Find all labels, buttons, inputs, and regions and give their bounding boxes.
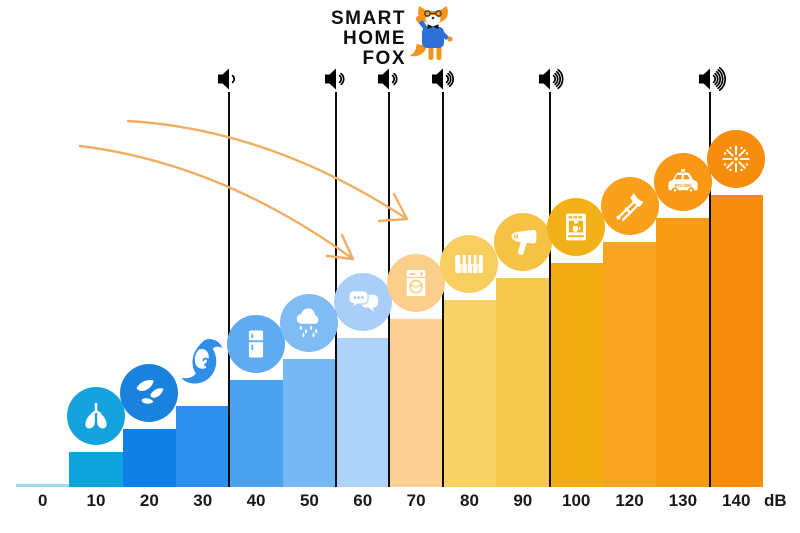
arrowhead-60db: [325, 233, 355, 261]
police-car-icon: POLIZEI: [653, 153, 712, 211]
bar-120db: [602, 242, 657, 487]
axis-unit-label: dB: [764, 491, 787, 510]
speaker-icon-2waves: [377, 66, 407, 97]
axis-tick-label: 10: [86, 491, 106, 510]
axis-tick-label: 60: [353, 491, 373, 510]
curved-arrow-to-60db: [78, 144, 355, 261]
logo-line-3: FOX: [362, 48, 406, 69]
bar-80db: [442, 300, 497, 487]
axis-tick-label: 0: [37, 491, 48, 510]
axis-tick-label: 120: [615, 491, 644, 510]
bar-10db: [69, 452, 123, 487]
bar-30db: [176, 406, 230, 487]
bar-130db: [656, 218, 710, 487]
axis-tick-label: 90: [513, 491, 533, 510]
fox-mascot-icon: [409, 5, 453, 60]
speaker-icon-4waves: [538, 66, 574, 97]
bar-90db: [496, 278, 550, 487]
axis-tick-label: 30: [193, 491, 213, 510]
speaker-icon-1waves: [217, 66, 244, 97]
washing-machine-icon: [387, 254, 446, 312]
leaves-icon: [120, 364, 179, 422]
axis-tick-label: 40: [246, 491, 266, 510]
logo-text: SMART HOME FOX: [238, 9, 406, 69]
coffee-machine-icon: [547, 198, 606, 256]
piano-icon: [440, 235, 499, 293]
axis-tick-label: 100: [561, 491, 591, 510]
logo-line-2: HOME: [343, 28, 406, 49]
threshold-line-90-100db: [548, 92, 551, 487]
lungs-icon: [67, 387, 126, 445]
logo-line-1: SMART: [330, 8, 406, 29]
axis-tick-label: 50: [299, 491, 319, 510]
bar-40db: [229, 380, 283, 487]
bar-70db: [389, 319, 443, 487]
axis-tick-label: 140: [722, 491, 751, 510]
axis-tick-label: 80: [460, 491, 479, 510]
speaker-icon-2waves: [324, 66, 354, 97]
speaker-icon-5waves: [698, 66, 737, 97]
curved-arrow-to-70db: [126, 119, 409, 221]
whisper-icon: [174, 337, 232, 395]
axis-tick-label: 130: [668, 491, 698, 510]
threshold-line-30-40db: [228, 92, 231, 487]
axis-tick-label: 20: [139, 491, 159, 510]
bar-140db: [709, 195, 763, 487]
bar-20db: [122, 429, 177, 487]
threshold-line-130-140db: [708, 92, 711, 487]
refrigerator-icon: [227, 315, 286, 373]
bar-60db: [336, 338, 390, 487]
svg-text:POLIZEI: POLIZEI: [675, 183, 692, 188]
rain-icon: [280, 294, 339, 352]
hair-dryer-icon: [493, 213, 552, 271]
arrowhead-70db: [377, 192, 409, 223]
bar-0db: [16, 484, 70, 487]
bar-100db: [549, 263, 603, 487]
fireworks-icon: [707, 130, 766, 188]
bar-50db: [282, 359, 337, 487]
speaker-icon-3waves: [431, 66, 464, 97]
trombone-icon: [600, 177, 659, 235]
conversation-icon: [333, 273, 392, 331]
axis-tick-label: 70: [406, 491, 426, 510]
